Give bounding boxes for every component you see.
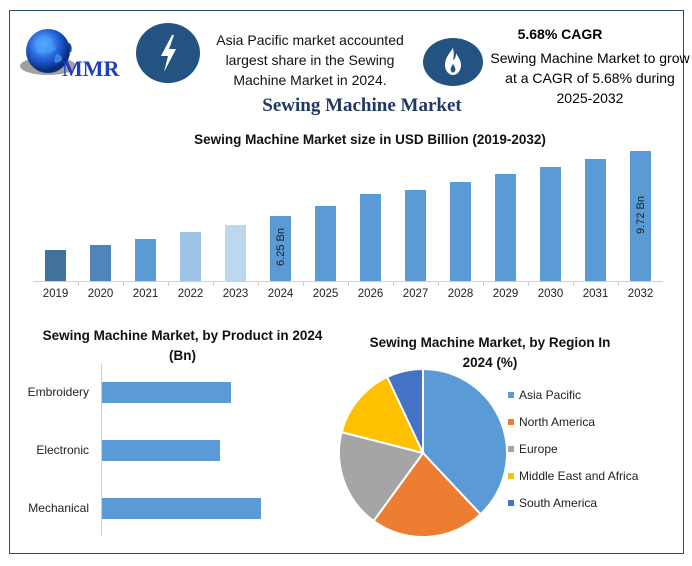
x-tick-label: 2025 — [312, 288, 339, 300]
legend-label: Europe — [519, 442, 558, 456]
pie-slice-north-america — [372, 451, 482, 538]
legend-item: South America — [508, 496, 597, 510]
x-tick-mark — [618, 281, 619, 286]
x-tick-mark — [393, 281, 394, 286]
market-size-bar-chart: 6.25 Bn 9.72 Bn — [33, 140, 663, 281]
x-tick-label: 2030 — [537, 288, 564, 300]
legend-item: Middle East and Africa — [508, 469, 638, 483]
svg-text:MMR: MMR — [62, 56, 121, 81]
bar-2027 — [405, 190, 426, 281]
x-tick-label: 2026 — [357, 288, 384, 300]
bar-2021 — [135, 238, 156, 281]
bar-2032 — [630, 150, 651, 281]
x-tick-label: 2028 — [447, 288, 474, 300]
legend-item: Europe — [508, 442, 558, 456]
x-tick-label: 2027 — [402, 288, 429, 300]
globe-icon: MMR — [20, 29, 121, 81]
x-tick-label: 2032 — [627, 288, 654, 300]
x-tick-label: 2020 — [87, 288, 114, 300]
bar-2025 — [315, 206, 336, 281]
x-tick-mark — [213, 281, 214, 286]
bar-2020 — [90, 244, 111, 281]
legend-swatch — [508, 472, 514, 479]
page-title: Sewing Machine Market — [262, 95, 462, 116]
x-tick-label: 2021 — [132, 288, 159, 300]
pie-slice-europe — [338, 430, 425, 523]
legend-swatch — [508, 418, 514, 425]
cagr-description: Sewing Machine Market to grow at a CAGR … — [490, 50, 690, 106]
product-bar-chart: Embroidery Electronic Mechanical — [0, 364, 330, 536]
pie-slice-middle-east-and-africa — [340, 375, 425, 455]
legend-label: Asia Pacific — [519, 388, 582, 402]
x-tick-label: 2029 — [492, 288, 519, 300]
bar-2022 — [180, 232, 201, 281]
bar-2028 — [450, 182, 471, 281]
x-axis-ticks: 2019 2020 2021 2022 2023 2024 2025 2026 2027 2028… — [33, 281, 663, 304]
product-chart-title: Sewing Machine Market, by Product in 202… — [42, 328, 323, 363]
legend-item: Asia Pacific — [508, 388, 581, 402]
infographic-frame — [9, 10, 684, 554]
region-chart-title: Sewing Machine Market, by Region In 2024… — [369, 335, 611, 370]
legend-label: Middle East and Africa — [519, 469, 639, 483]
legend-label: South America — [519, 496, 598, 510]
x-tick-label: 2022 — [177, 288, 204, 300]
product-category-label: Mechanical — [28, 501, 89, 515]
x-tick-label: 2019 — [42, 288, 69, 300]
flame-icon — [423, 38, 483, 86]
pie-slice-south-america — [385, 367, 424, 454]
mmr-logo: MMR — [18, 24, 133, 86]
legend-swatch — [508, 391, 514, 398]
product-bar-embroidery — [102, 382, 232, 403]
x-tick-mark — [573, 281, 574, 286]
cagr-title: 5.68% CAGR — [517, 26, 603, 42]
legend-swatch — [508, 445, 514, 452]
product-category-label: Embroidery — [27, 385, 89, 399]
market-size-chart-title: Sewing Machine Market size in USD Billio… — [194, 132, 546, 147]
bar-2026 — [360, 194, 381, 281]
x-tick-mark — [123, 281, 124, 286]
bar-2023 — [225, 225, 246, 281]
lightning-bolt-icon — [136, 23, 200, 83]
bar-2029 — [495, 173, 516, 281]
y-axis-line — [101, 364, 102, 536]
bar-2031 — [585, 159, 606, 281]
x-tick-mark — [348, 281, 349, 286]
x-tick-mark — [483, 281, 484, 286]
product-bar-mechanical — [102, 498, 262, 519]
legend-swatch — [508, 499, 514, 506]
product-bar-electronic — [102, 440, 220, 461]
x-tick-mark — [528, 281, 529, 286]
bar-2024 — [270, 215, 291, 281]
bar-2019 — [45, 250, 66, 281]
x-tick-label: 2031 — [582, 288, 609, 300]
product-category-label: Electronic — [36, 443, 89, 457]
bar-2030 — [540, 167, 561, 281]
region-pie-chart — [338, 367, 508, 538]
asia-pacific-highlight-text: Asia Pacific market accounted largest sh… — [216, 32, 404, 88]
region-legend: Asia Pacific North America Europe Middle Ea… — [508, 388, 678, 518]
bar-data-label: 6.25 Bn — [274, 228, 287, 267]
bar-data-label: 9.72 Bn — [634, 196, 647, 234]
pie-slice-asia-pacific — [422, 367, 508, 516]
x-tick-label: 2024 — [267, 288, 294, 300]
x-tick-mark — [78, 281, 79, 286]
x-tick-mark — [438, 281, 439, 286]
x-tick-mark — [258, 281, 259, 286]
legend-item: North America — [508, 415, 595, 429]
x-tick-label: 2023 — [222, 288, 249, 300]
x-tick-mark — [303, 281, 304, 286]
legend-label: North America — [519, 415, 596, 429]
x-tick-mark — [168, 281, 169, 286]
